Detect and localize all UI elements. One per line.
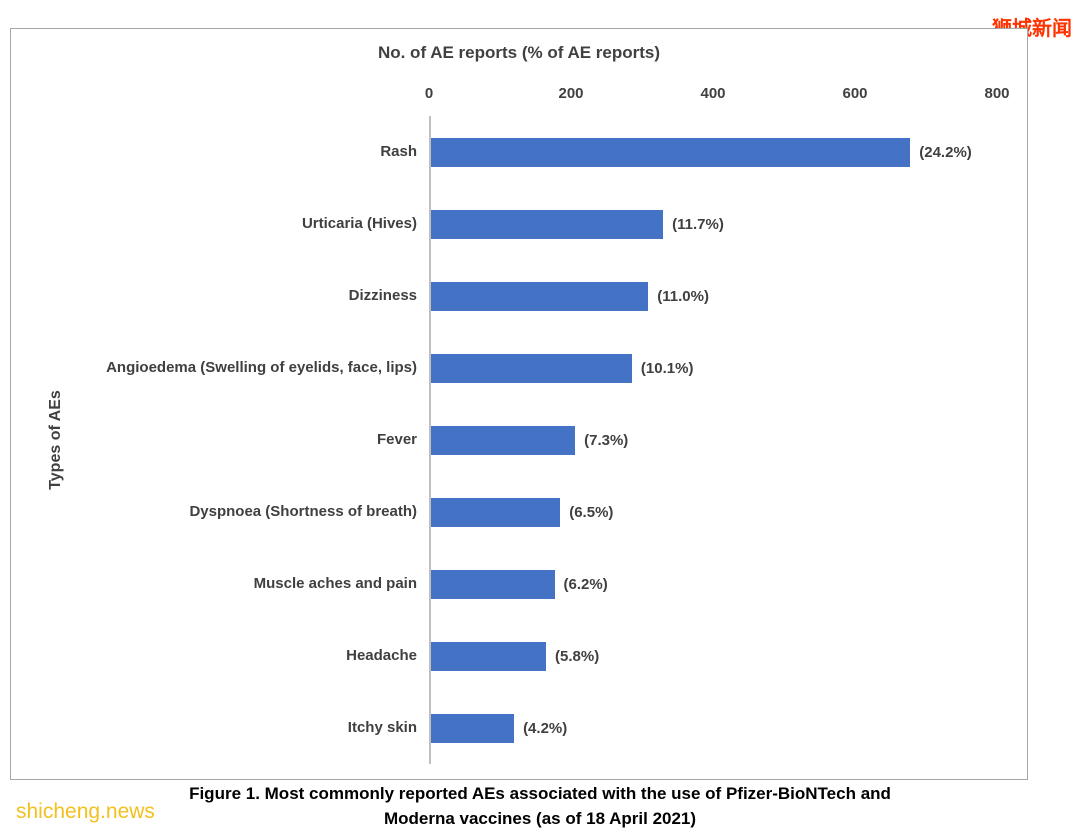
bar-row: Muscle aches and pain (6.2%) — [11, 548, 1027, 620]
chart-title: No. of AE reports (% of AE reports) — [377, 43, 661, 62]
x-tick-label: 400 — [700, 85, 726, 102]
bar — [431, 209, 664, 239]
bar-row: Itchy skin (4.2%) — [11, 692, 1027, 764]
bar-track: (6.5%) — [429, 476, 1027, 548]
bar — [431, 641, 547, 671]
bar-track: (11.0%) — [429, 260, 1027, 332]
category-label: Rash — [380, 143, 417, 160]
category-label: Fever — [376, 431, 417, 448]
bar-track: (11.7%) — [429, 188, 1027, 260]
bar — [431, 497, 561, 527]
bar-track: (24.2%) — [429, 116, 1027, 188]
bar-rows: Rash (24.2%) Urticaria (Hives) (11.7%) Dizzi… — [11, 116, 1027, 764]
x-tick-label: 200 — [558, 85, 584, 102]
bar-track: (6.2%) — [429, 548, 1027, 620]
x-tick-label: 0 — [424, 85, 434, 102]
x-axis: 0 200 400 600 800 — [11, 81, 1027, 107]
value-label: (24.2%) — [919, 143, 972, 161]
bar — [431, 281, 649, 311]
bar-row: Fever (7.3%) — [11, 404, 1027, 476]
bar-track: (10.1%) — [429, 332, 1027, 404]
bar-row: Angioedema (Swelling of eyelids, face, l… — [11, 332, 1027, 404]
bar — [431, 713, 515, 743]
bar-track: (5.8%) — [429, 620, 1027, 692]
bar — [431, 137, 911, 167]
bar-track: (7.3%) — [429, 404, 1027, 476]
category-label: Itchy skin — [347, 719, 417, 736]
category-label: Dyspnoea (Shortness of breath) — [189, 503, 417, 520]
bar-track: (4.2%) — [429, 692, 1027, 764]
figure-caption-line1: Figure 1. Most commonly reported AEs ass… — [189, 784, 891, 803]
bar — [431, 569, 555, 599]
bar — [431, 353, 632, 383]
value-label: (6.2%) — [563, 575, 608, 593]
value-label: (4.2%) — [523, 719, 568, 737]
category-label: Urticaria (Hives) — [301, 215, 417, 232]
value-label: (7.3%) — [584, 431, 629, 449]
value-label: (5.8%) — [555, 647, 600, 665]
bar-row: Dyspnoea (Shortness of breath) (6.5%) — [11, 476, 1027, 548]
bar-row: Urticaria (Hives) (11.7%) — [11, 188, 1027, 260]
category-label: Muscle aches and pain — [253, 575, 417, 592]
chart-container: No. of AE reports (% of AE reports) 0 200… — [10, 28, 1028, 780]
value-label: (6.5%) — [569, 503, 614, 521]
bar-row: Dizziness (11.0%) — [11, 260, 1027, 332]
bar-row: Headache (5.8%) — [11, 620, 1027, 692]
bar-row: Rash (24.2%) — [11, 116, 1027, 188]
value-label: (11.7%) — [672, 215, 724, 233]
value-label: (11.0%) — [657, 287, 709, 305]
category-label: Angioedema (Swelling of eyelids, face, l… — [106, 359, 417, 376]
category-label: Headache — [346, 647, 417, 664]
x-tick-label: 800 — [984, 85, 1010, 102]
figure-caption-line2: Moderna vaccines (as of 18 April 2021) — [383, 808, 697, 828]
bar — [431, 425, 576, 455]
figure-caption: Figure 1. Most commonly reported AEs ass… — [0, 782, 1080, 831]
x-tick-label: 600 — [842, 85, 868, 102]
site-watermark: shicheng.news — [16, 800, 155, 823]
category-label: Dizziness — [348, 287, 417, 304]
value-label: (10.1%) — [640, 359, 694, 377]
